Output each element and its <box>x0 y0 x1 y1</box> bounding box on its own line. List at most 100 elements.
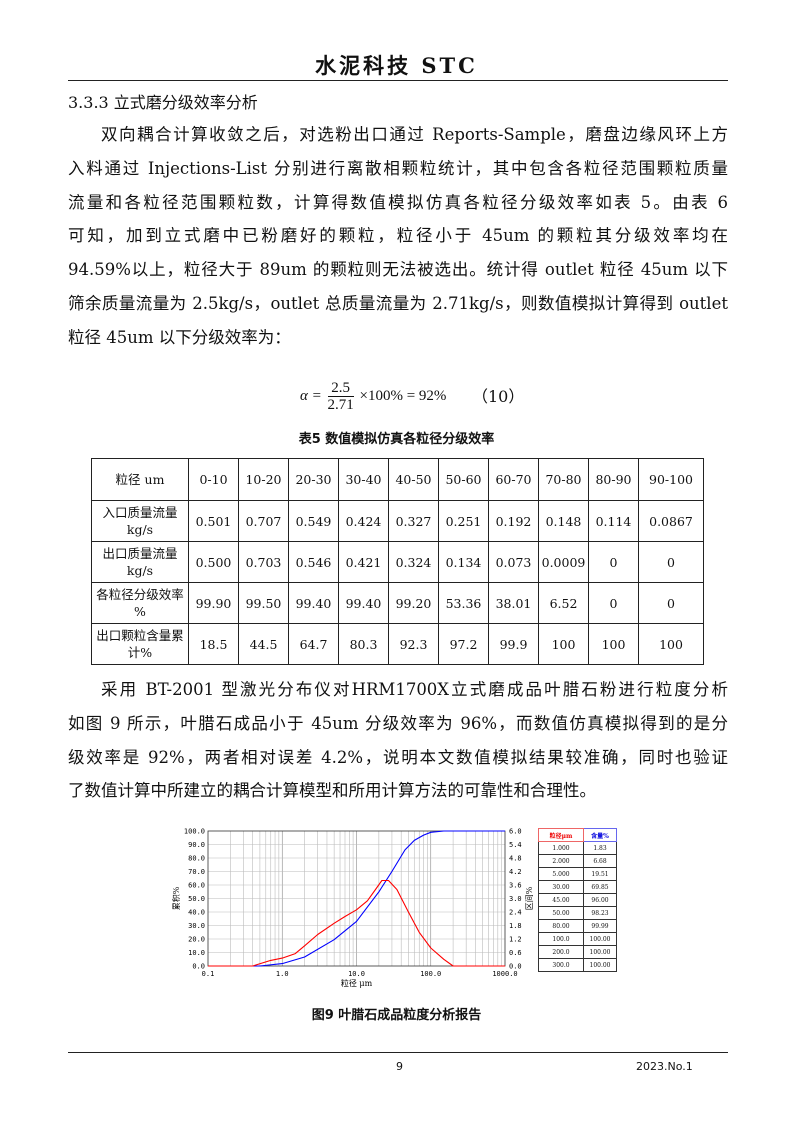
header-cell: 80-90 <box>588 458 639 501</box>
side-size: 5.000 <box>538 867 584 881</box>
table-cell: 0.549 <box>288 500 339 542</box>
side-size: 50.00 <box>538 906 584 920</box>
text-line: 粒径 45um 以下分级效率为： <box>68 327 291 347</box>
table-cell: 0.192 <box>488 500 539 542</box>
y2-tick-label: 1.2 <box>509 936 522 944</box>
side-row: 30.00 69.85 <box>538 880 617 894</box>
table-cell: 0.703 <box>238 541 289 583</box>
numerator: 2.5 <box>327 380 354 397</box>
equation: α = 2.5 2.71 ×100% = 92% <box>300 380 446 413</box>
y-axis-label: 累积% <box>171 886 181 910</box>
header-divider <box>68 80 728 81</box>
size-content-table: 粒径μm 含量% 1.000 1.83 2.000 6.68 5.000 19.51 30.00… <box>538 828 617 972</box>
x-axis-label: 粒径 μm <box>341 978 373 988</box>
table-cell: 0.324 <box>388 541 439 583</box>
table-cell: 0.327 <box>388 500 439 542</box>
x-tick-label: 100.0 <box>420 970 441 978</box>
row-label: 入口质量流量 kg/s <box>91 500 189 542</box>
header-cell: 0-10 <box>188 458 239 501</box>
header-cell: 70-80 <box>538 458 589 501</box>
equation-lhs: α = <box>300 387 322 404</box>
side-row: 1.000 1.83 <box>538 841 617 855</box>
side-size: 80.00 <box>538 919 584 933</box>
side-content: 100.00 <box>583 945 617 959</box>
text-line: 94.59%以上，粒径大于 89um 的颗粒则无法被选出。统计得 outlet … <box>68 260 728 280</box>
table-cell: 0 <box>638 582 704 624</box>
y-tick-label: 50.0 <box>188 895 205 903</box>
particle-size-chart: 0.0 10.0 20.0 30.0 40.0 50.0 60.0 70.0 80.0 90.0 1… <box>171 828 534 989</box>
y-tick-label: 70.0 <box>188 868 205 876</box>
table-cell: 0.707 <box>238 500 289 542</box>
side-content: 99.99 <box>583 919 617 933</box>
section-heading: 3.3.3 立式磨分级效率分析 <box>68 93 258 112</box>
side-header-content: 含量% <box>583 828 617 842</box>
text-line: 采用 BT-2001 型激光分布仪对HRM1700X立式磨成品叶腊石粉进行粒度分… <box>101 680 728 699</box>
table-cell: 80.3 <box>338 623 389 665</box>
header-cell: 粒径 um <box>91 458 189 501</box>
side-size: 1.000 <box>538 841 584 855</box>
table-cell: 38.01 <box>488 582 539 624</box>
header-cell: 60-70 <box>488 458 539 501</box>
side-size: 100.0 <box>538 932 584 946</box>
table-cell: 53.36 <box>438 582 489 624</box>
y2-tick-label: 0.6 <box>509 949 522 957</box>
side-size: 30.00 <box>538 880 584 894</box>
table-cell: 99.90 <box>188 582 239 624</box>
y2-axis-label: 区间% <box>525 886 534 910</box>
text-line: 流量和各粒径范围颗粒数，计算得数值模拟仿真各粒径分级效率如表 5。由表 6 <box>68 192 728 212</box>
side-header-row: 粒径μm 含量% <box>538 828 617 842</box>
table-cell: 0.073 <box>488 541 539 583</box>
header-cell: 20-30 <box>288 458 339 501</box>
side-content: 1.83 <box>583 841 617 855</box>
side-row: 200.0 100.00 <box>538 945 617 959</box>
x-tick-label: 0.1 <box>202 970 215 978</box>
footer-divider <box>68 1052 728 1053</box>
table-cell: 99.40 <box>288 582 339 624</box>
header-cell: 10-20 <box>238 458 289 501</box>
table-caption: 表5 数值模拟仿真各粒径分级效率 <box>298 432 495 447</box>
table-cell: 99.20 <box>388 582 439 624</box>
table-header-row: 粒径 um 0-10 10-20 20-30 30-40 40-50 50-60 60-70 7… <box>91 458 704 501</box>
table-cell: 0 <box>638 541 704 583</box>
table-cell: 0.0867 <box>638 500 704 542</box>
fraction: 2.5 2.71 <box>327 380 354 413</box>
table-cell: 0.421 <box>338 541 389 583</box>
table-cell: 0.501 <box>188 500 239 542</box>
text-line: 入料通过 Injections-List 分别进行离散相颗粒统计，其中包含各粒径… <box>68 158 728 178</box>
row-label: 各粒径分级效率 % <box>91 582 189 624</box>
y-tick-label: 20.0 <box>188 936 205 944</box>
table-row: 各粒径分级效率 % 99.90 99.50 99.40 99.40 99.20 53.36 3… <box>91 582 704 624</box>
side-size: 200.0 <box>538 945 584 959</box>
equation-rhs: ×100% = 92% <box>359 387 447 404</box>
y-tick-label: 40.0 <box>188 909 205 917</box>
table-cell: 0.424 <box>338 500 389 542</box>
equation-number: （10） <box>472 387 525 406</box>
header-cell: 40-50 <box>388 458 439 501</box>
table-cell: 0.148 <box>538 500 589 542</box>
y-tick-label: 90.0 <box>188 841 205 849</box>
table-cell: 92.3 <box>388 623 439 665</box>
table-row: 出口质量流量 kg/s 0.500 0.703 0.546 0.421 0.324 0.13… <box>91 541 704 583</box>
y2-tick-label: 2.4 <box>509 909 522 917</box>
y2-tick-label: 5.4 <box>509 841 522 849</box>
paragraph-2: 采用 BT-2001 型激光分布仪对HRM1700X立式磨成品叶腊石粉进行粒度分… <box>68 673 728 808</box>
table-cell: 100 <box>588 623 639 665</box>
x-tick-label: 1000.0 <box>492 970 517 978</box>
side-content: 6.68 <box>583 854 617 868</box>
y-tick-label: 60.0 <box>188 882 205 890</box>
row-label: 出口质量流量 kg/s <box>91 541 189 583</box>
table-row: 入口质量流量 kg/s 0.501 0.707 0.549 0.424 0.327 0.25… <box>91 500 704 542</box>
side-content: 96.00 <box>583 893 617 907</box>
table-cell: 97.2 <box>438 623 489 665</box>
side-content: 69.85 <box>583 880 617 894</box>
side-content: 19.51 <box>583 867 617 881</box>
y-tick-label: 30.0 <box>188 922 205 930</box>
side-size: 45.00 <box>538 893 584 907</box>
paragraph-1: 双向耦合计算收敛之后，对选粉出口通过 Reports-Sample，磨盘边缘风环… <box>68 118 728 355</box>
table-cell: 44.5 <box>238 623 289 665</box>
differential-curve <box>208 879 505 967</box>
efficiency-table: 粒径 um 0-10 10-20 20-30 30-40 40-50 50-60 60-70 7… <box>91 458 704 665</box>
y2-tick-label: 3.6 <box>509 882 522 890</box>
side-row: 50.00 98.23 <box>538 906 617 920</box>
side-row: 45.00 96.00 <box>538 893 617 907</box>
